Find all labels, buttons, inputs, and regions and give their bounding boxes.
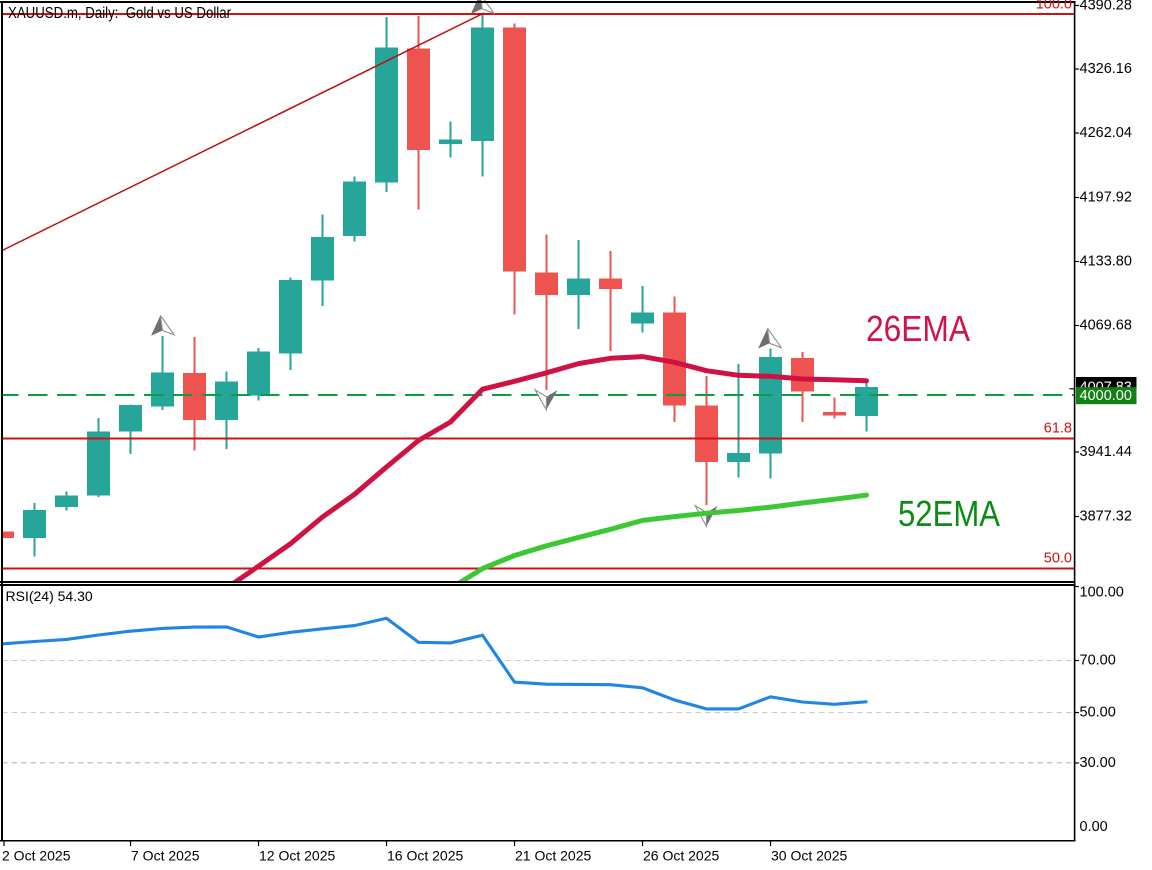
svg-text:XAUUSD.m, Daily: Gold vs US D: XAUUSD.m, Daily: Gold vs US Dollar — [8, 5, 231, 22]
svg-text:0.00: 0.00 — [1080, 819, 1108, 835]
svg-text:7 Oct 2025: 7 Oct 2025 — [131, 848, 200, 864]
svg-text:30 Oct 2025: 30 Oct 2025 — [771, 848, 847, 864]
svg-text:4000.00: 4000.00 — [1080, 388, 1132, 404]
svg-text:4197.92: 4197.92 — [1080, 190, 1132, 206]
svg-text:12 Oct 2025: 12 Oct 2025 — [259, 848, 335, 864]
svg-text:61.8: 61.8 — [1044, 421, 1072, 437]
svg-text:100.00: 100.00 — [1080, 585, 1124, 601]
svg-text:100.0: 100.0 — [1036, 0, 1072, 13]
svg-text:26 Oct 2025: 26 Oct 2025 — [643, 848, 719, 864]
svg-text:70.00: 70.00 — [1080, 653, 1116, 669]
svg-text:4390.28: 4390.28 — [1080, 0, 1132, 14]
svg-text:21 Oct 2025: 21 Oct 2025 — [515, 848, 591, 864]
svg-text:26EMA: 26EMA — [866, 308, 970, 349]
svg-text:4326.16: 4326.16 — [1080, 61, 1132, 77]
svg-text:50.00: 50.00 — [1080, 705, 1116, 721]
svg-text:30.00: 30.00 — [1080, 755, 1116, 771]
svg-text:52EMA: 52EMA — [898, 493, 1000, 534]
svg-text:4069.68: 4069.68 — [1080, 318, 1132, 334]
svg-text:50.0: 50.0 — [1044, 551, 1072, 567]
svg-text:4133.80: 4133.80 — [1080, 254, 1132, 270]
svg-text:3941.44: 3941.44 — [1080, 444, 1132, 460]
svg-text:RSI(24) 54.30: RSI(24) 54.30 — [6, 588, 93, 604]
svg-text:4262.04: 4262.04 — [1080, 125, 1132, 141]
svg-text:2 Oct 2025: 2 Oct 2025 — [2, 848, 71, 864]
svg-text:3877.32: 3877.32 — [1080, 509, 1132, 525]
svg-text:16 Oct 2025: 16 Oct 2025 — [387, 848, 463, 864]
